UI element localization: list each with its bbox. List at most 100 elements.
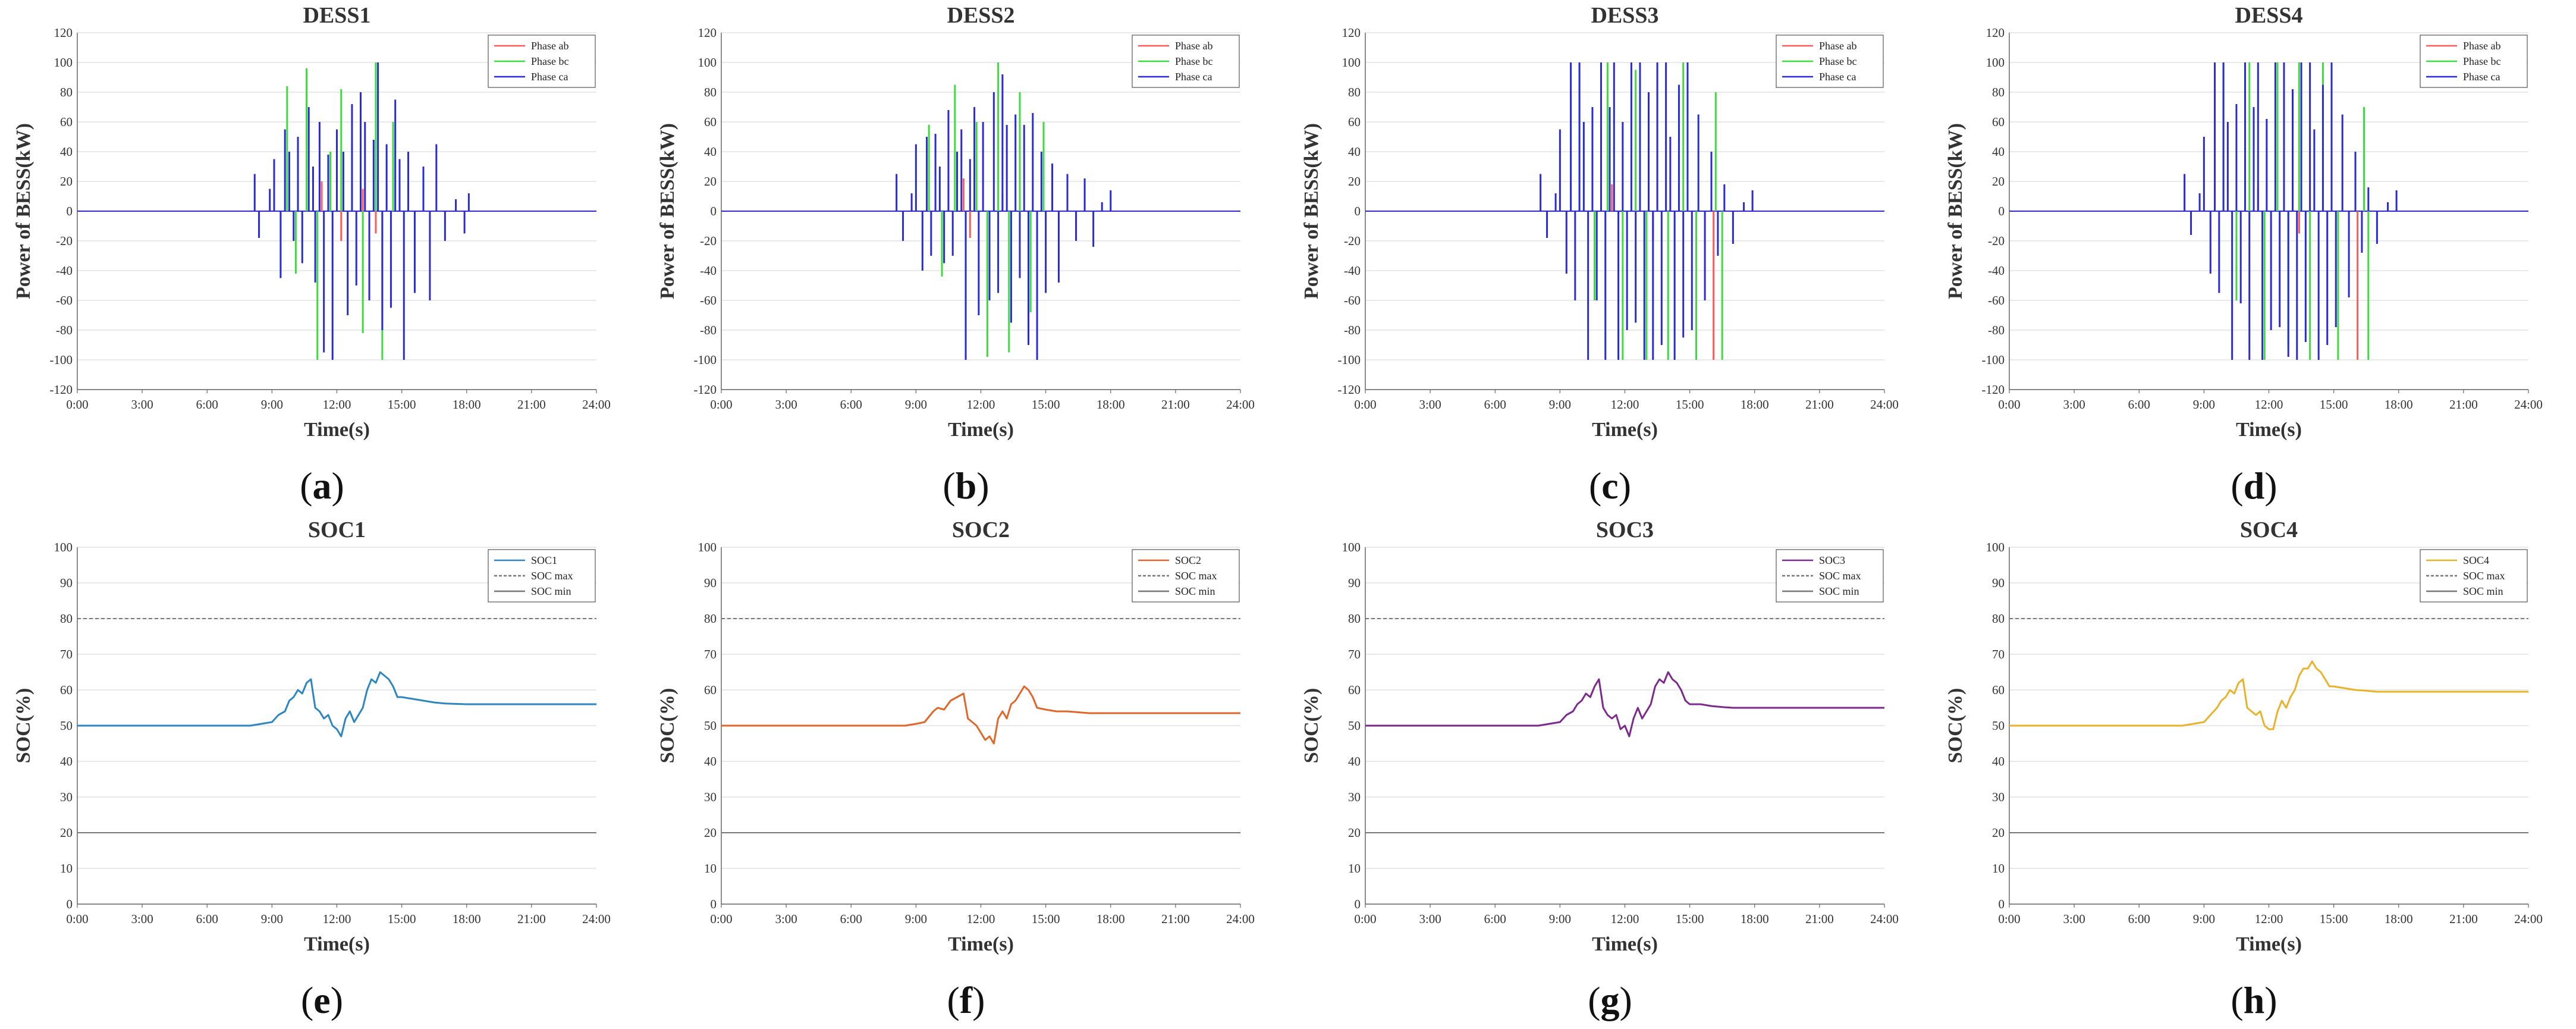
y-tick-label: -120 [50, 382, 73, 397]
y-tick-label: -100 [50, 353, 73, 367]
y-tick-label: 70 [1992, 647, 2005, 661]
y-tick-label: 40 [1348, 145, 1361, 159]
y-tick-label: 50 [60, 719, 73, 733]
x-tick-label: 3:00 [2063, 912, 2085, 926]
legend-label: Phase bc [531, 55, 568, 67]
legend-label: SOC min [1819, 585, 1859, 597]
y-tick-label: 100 [1342, 55, 1361, 70]
legend: SOC2 SOC max SOC min [1132, 549, 1240, 603]
y-tick-label: 0 [711, 204, 717, 218]
legend: Phase ab Phase bc Phase ca [1776, 34, 1884, 88]
x-tick-label: 24:00 [1870, 912, 1899, 926]
soc-line [77, 671, 596, 738]
chart-svg-8: SOC4 0 10 20 30 40 50 60 70 80 90 100 0:00 3:00 6:00 9:… [1944, 517, 2543, 955]
x-tick-label: 21:00 [1805, 397, 1834, 412]
chart-title: SOC4 [2240, 517, 2298, 542]
x-tick-label: 15:00 [2320, 397, 2348, 412]
gridlines [77, 32, 596, 390]
y-tick-label: 20 [1348, 174, 1361, 189]
y-tick-label: 70 [704, 647, 717, 661]
y-tick-label: -100 [1982, 353, 2005, 367]
y-axis-label: Power of BESS(kW) [12, 123, 34, 299]
y-tick-label: 100 [1986, 55, 2005, 70]
legend-label: Phase ab [1175, 40, 1212, 52]
legend-label: SOC max [1819, 570, 1861, 582]
x-tick-label: 24:00 [2514, 397, 2543, 412]
y-tick-label: 0 [67, 204, 73, 218]
y-tick-label: 0 [1999, 897, 2005, 911]
x-axis-label: Time(s) [1592, 419, 1658, 441]
x-tick-label: 12:00 [967, 397, 995, 412]
y-tick-label: 70 [1348, 647, 1361, 661]
y-tick-label: 80 [704, 611, 717, 626]
y-tick-label: 40 [60, 145, 73, 159]
x-tick-label: 3:00 [131, 912, 153, 926]
x-tick-label: 9:00 [1549, 912, 1571, 926]
chart-title: DESS3 [1591, 3, 1658, 28]
x-tick-label: 12:00 [967, 912, 995, 926]
x-tick-label: 18:00 [2385, 397, 2413, 412]
chart-panel-6: SOC2 0 10 20 30 40 50 60 70 80 90 100 0:00 3:00 6:00 9:… [644, 514, 1288, 1029]
x-tick-label: 9:00 [905, 397, 927, 412]
x-tick-label: 15:00 [1676, 912, 1704, 926]
y-tick-label: 30 [1992, 790, 2005, 804]
x-tick-label: 3:00 [1419, 912, 1441, 926]
subfigure-letter: e [313, 979, 331, 1021]
y-tick-label: -60 [56, 293, 73, 308]
x-tick-label: 6:00 [1484, 912, 1506, 926]
y-tick-label: 40 [1992, 145, 2005, 159]
x-axis-label: Time(s) [948, 933, 1014, 955]
legend-label: Phase bc [2463, 55, 2500, 67]
series-phase-ca [1540, 62, 1754, 360]
legend-label: SOC1 [531, 554, 557, 566]
x-tick-label: 12:00 [323, 397, 351, 412]
y-tick-label: 20 [1348, 826, 1361, 840]
y-tick-label: 50 [1348, 719, 1361, 733]
y-tick-label: 30 [704, 790, 717, 804]
soc-line [2009, 660, 2528, 730]
x-axis-label: Time(s) [2236, 419, 2302, 441]
series-phase-ca [896, 74, 1112, 360]
x-tick-label: 15:00 [388, 912, 416, 926]
y-tick-label: -80 [700, 323, 717, 337]
y-tick-label: 50 [1992, 719, 2005, 733]
y-tick-label: 60 [1348, 683, 1361, 697]
x-tick-label: 24:00 [1870, 397, 1899, 412]
y-tick-label: 60 [1348, 115, 1361, 129]
y-tick-label: -60 [1344, 293, 1361, 308]
x-tick-label: 21:00 [1161, 912, 1190, 926]
y-tick-label: 80 [60, 85, 73, 99]
legend-label: SOC min [531, 585, 571, 597]
chart-svg-3: DESS3 -120 -100 -80 -60 -40 -20 0 20 40 60 80 100 120… [1300, 3, 1899, 441]
y-tick-label: -120 [694, 382, 717, 397]
x-axis-label: Time(s) [1592, 933, 1658, 955]
y-tick-label: 20 [60, 826, 73, 840]
y-tick-label: -40 [700, 263, 717, 278]
soc-line [1365, 671, 1884, 738]
x-tick-label: 24:00 [582, 397, 611, 412]
chart-svg-1: DESS1 -120 -100 -80 -60 -40 -20 0 20 40 60 80 100 120… [12, 3, 611, 441]
chart-title: SOC2 [952, 517, 1010, 542]
y-tick-label: -40 [1988, 263, 2005, 278]
legend-label: Phase ca [1819, 71, 1856, 83]
chart-title: SOC3 [1596, 517, 1654, 542]
x-tick-label: 21:00 [1161, 397, 1190, 412]
y-tick-label: 0 [67, 897, 73, 911]
x-tick-label: 21:00 [2449, 912, 2478, 926]
y-tick-label: -60 [1988, 293, 2005, 308]
legend-label: SOC4 [2463, 554, 2489, 566]
subfigure-label: (f) [947, 979, 985, 1021]
y-tick-label: 20 [1992, 174, 2005, 189]
y-tick-label: -40 [56, 263, 73, 278]
y-tick-label: 90 [1348, 576, 1361, 590]
y-tick-label: 100 [1342, 540, 1361, 554]
x-tick-label: 9:00 [2193, 912, 2215, 926]
y-axis-label: Power of BESS(kW) [1300, 123, 1322, 299]
subfigure-label: (e) [300, 979, 344, 1021]
y-tick-label: 60 [1992, 115, 2005, 129]
x-tick-label: 21:00 [1805, 912, 1834, 926]
y-tick-label: 40 [1992, 754, 2005, 768]
y-axis-label: Power of BESS(kW) [656, 123, 678, 299]
y-axis-label: SOC(%) [1300, 688, 1322, 764]
chart-panel-1: DESS1 -120 -100 -80 -60 -40 -20 0 20 40 60 80 100 120… [0, 0, 644, 514]
